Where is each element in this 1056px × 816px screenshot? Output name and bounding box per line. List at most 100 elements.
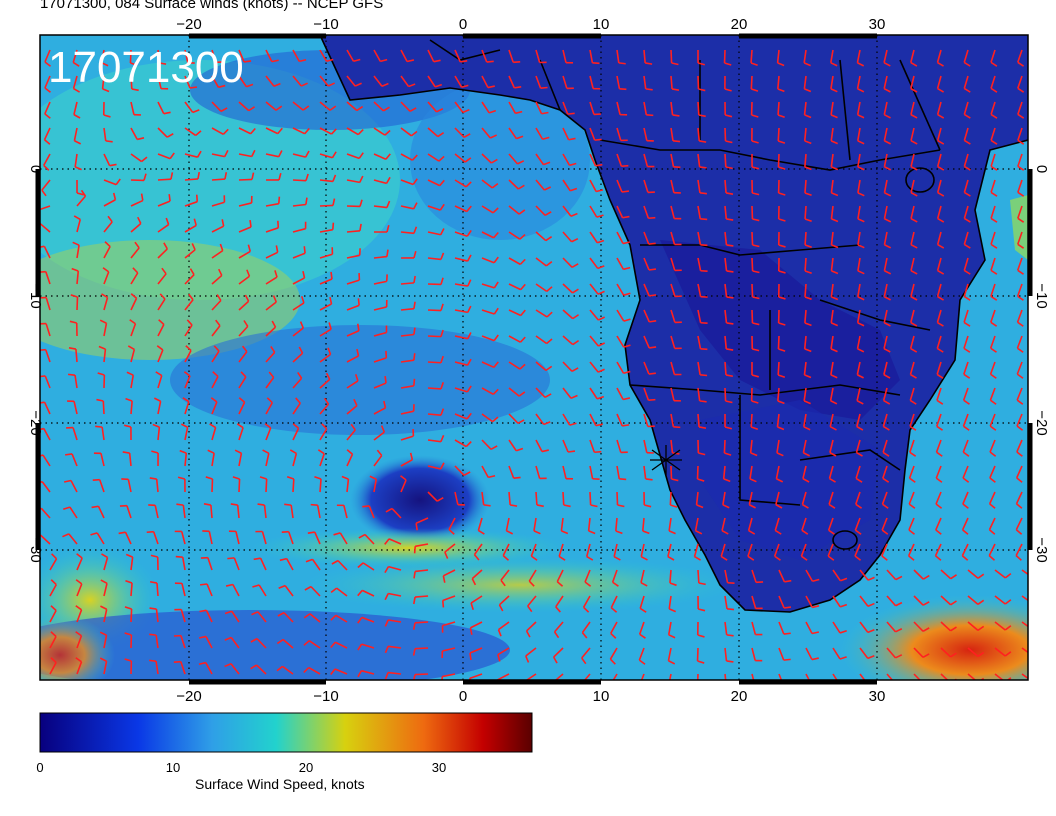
wind-barb-flag-35 <box>990 61 998 67</box>
wind-barb-flag-27 <box>777 62 785 67</box>
wind-barb-384 <box>427 309 442 312</box>
wind-barb-844 <box>859 621 869 633</box>
wind-barb-268 <box>292 227 306 233</box>
wind-barb-flag-714 <box>333 532 341 536</box>
wind-barb-165 <box>508 153 519 165</box>
wind-barb-flag-507 <box>751 400 759 404</box>
wind-barb-391 <box>616 309 625 322</box>
wind-barb-flag-84 <box>329 105 337 111</box>
wind-barb-flag-237 <box>466 205 472 212</box>
wind-barb-flag-588 <box>936 451 943 457</box>
wind-barb-flag-136 <box>725 140 733 144</box>
wind-barb-722 <box>558 543 564 557</box>
wind-barb-484 <box>130 375 135 389</box>
wind-barb-flag-337 <box>161 267 167 275</box>
wind-barb-flag-37 <box>44 87 51 93</box>
wind-barb-345 <box>373 280 387 285</box>
wind-barb-480 <box>1016 361 1023 375</box>
wind-barb-flag-590 <box>989 451 997 457</box>
wind-barb-572 <box>508 439 517 452</box>
wind-barb-623 <box>882 465 888 479</box>
wind-barb-flag-543 <box>724 426 733 430</box>
wind-barb-757 <box>500 569 510 581</box>
wind-barb-flag-621 <box>829 477 836 483</box>
wind-barb-flag-91 <box>515 110 523 115</box>
wind-barb-525 <box>238 401 246 415</box>
wind-barb-72 <box>990 75 996 89</box>
wind-barb-44 <box>238 75 248 88</box>
wind-barb-flag-210 <box>725 192 734 195</box>
wind-barb-flag-483 <box>97 372 105 376</box>
wind-barb-flag-646 <box>510 504 518 507</box>
wind-barb-flag-151 <box>141 156 148 163</box>
wind-barb-flag-203 <box>544 186 552 191</box>
wind-barb-900 <box>361 669 375 675</box>
wind-barb-754 <box>414 569 429 573</box>
wind-barb-flag-293 <box>963 243 971 249</box>
wind-barb-70 <box>936 75 942 89</box>
wind-barb-84 <box>319 101 331 111</box>
wind-barb-flag-241 <box>570 212 578 218</box>
wind-barb-flag-446 <box>98 345 106 350</box>
wind-barb-219 <box>963 179 969 193</box>
wind-barb-455 <box>346 355 359 363</box>
wind-barb-574 <box>562 439 569 453</box>
wind-barb-flag-571 <box>490 445 498 451</box>
wind-barb-581 <box>749 439 753 454</box>
wind-barb-flag-463 <box>571 367 579 373</box>
wind-barb-94 <box>589 101 595 115</box>
wind-barb-flag-424 <box>519 336 526 343</box>
wind-barb-553 <box>989 413 996 427</box>
wind-barb-flag-661 <box>908 503 916 509</box>
wind-barb-flag-740 <box>51 553 58 560</box>
wind-barb-265 <box>211 225 224 233</box>
wind-barb-flag-276 <box>519 233 526 240</box>
wind-barb-flag-526 <box>266 397 273 404</box>
wind-barb-458 <box>427 361 442 364</box>
wind-barb-flag-238 <box>492 207 499 214</box>
wind-barb-flag-212 <box>778 192 786 196</box>
wind-barb-641 <box>373 479 378 493</box>
wind-barb-218 <box>936 179 942 193</box>
wind-barb-500 <box>562 387 572 399</box>
wind-barb-flag-195 <box>332 174 337 182</box>
wind-barb-flag-199 <box>439 179 445 187</box>
wind-barb-517 <box>1016 387 1023 401</box>
wind-barb-flag-583 <box>803 452 811 457</box>
wind-barb-675 <box>290 505 294 519</box>
wind-barb-flag-372 <box>101 293 108 299</box>
wind-barb-flag-7 <box>243 60 252 63</box>
wind-barb-flag-647 <box>536 504 544 508</box>
wind-barb-537 <box>562 413 571 426</box>
wind-barb-flag-827 <box>384 619 389 627</box>
wind-barb-232 <box>319 204 334 207</box>
wind-barb-flag-209 <box>699 192 707 195</box>
wind-barb-flag-75 <box>73 113 81 119</box>
wind-barb-flag-514 <box>936 399 944 405</box>
wind-barb-310 <box>427 257 442 261</box>
wind-barb-flag-732 <box>827 555 835 561</box>
wind-barb-410 <box>130 323 137 337</box>
wind-barb-flag-544 <box>750 426 759 430</box>
wind-barb-53 <box>481 75 489 88</box>
wind-barb-721 <box>530 543 537 557</box>
wind-barb-866 <box>442 647 456 652</box>
wind-barb-flag-433 <box>752 348 760 352</box>
wind-barb-flag-445 <box>68 347 77 350</box>
wind-barb-337 <box>157 273 167 285</box>
wind-barb-flag-727 <box>694 555 701 561</box>
wind-barb-flag-88 <box>436 108 444 113</box>
wind-barb-824 <box>309 613 321 623</box>
wind-barb-flag-873 <box>638 659 646 665</box>
wind-barb-flag-226 <box>168 194 171 202</box>
wind-barb-862 <box>334 641 348 649</box>
wind-barb-flag-542 <box>698 426 707 429</box>
wind-barb-252 <box>857 205 861 219</box>
wind-barb-flag-767 <box>784 579 792 583</box>
wind-barb-flag-264 <box>193 218 197 226</box>
wind-barb-338 <box>184 274 195 285</box>
wind-barb-884 <box>940 647 952 658</box>
wind-barb-flag-263 <box>165 217 170 225</box>
wind-barb-105 <box>883 101 888 115</box>
wind-barb-846 <box>913 621 924 632</box>
